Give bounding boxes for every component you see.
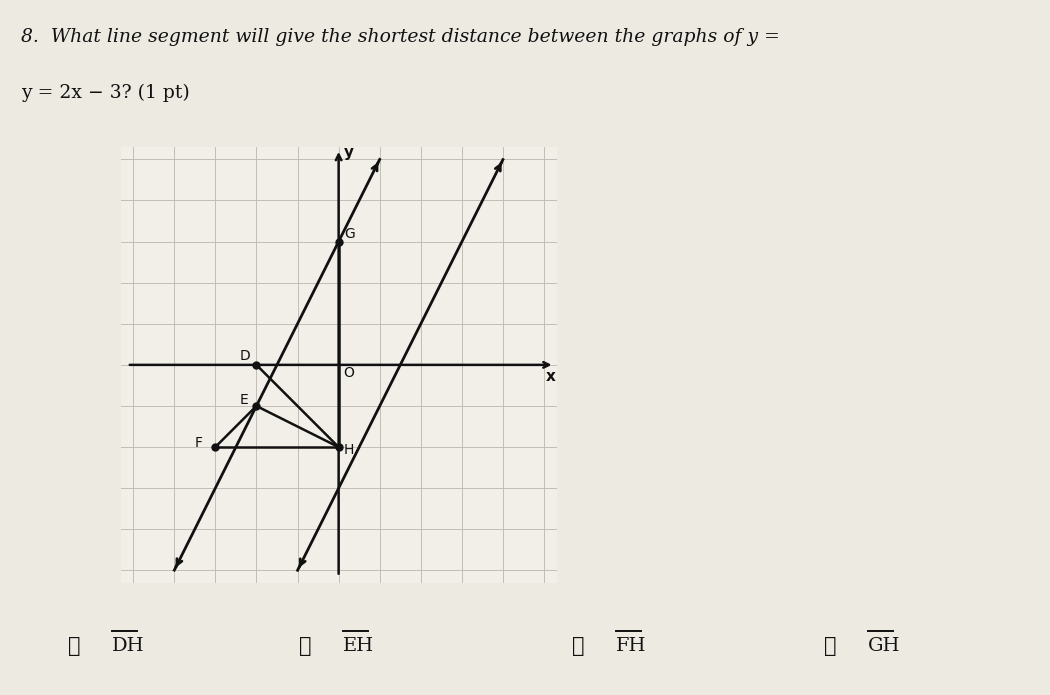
- Text: Ⓓ: Ⓓ: [824, 637, 837, 656]
- Text: DH: DH: [112, 637, 145, 655]
- Text: y = 2x − 3? (1 pt): y = 2x − 3? (1 pt): [21, 83, 190, 101]
- Text: FH: FH: [616, 637, 647, 655]
- Text: 8.  What line segment will give the shortest distance between the graphs of y =: 8. What line segment will give the short…: [21, 28, 780, 46]
- Text: Ⓑ: Ⓑ: [299, 637, 312, 656]
- Text: O: O: [343, 366, 355, 380]
- Text: x: x: [546, 369, 556, 384]
- Text: Ⓐ: Ⓐ: [68, 637, 81, 656]
- Text: H: H: [343, 443, 354, 457]
- Text: D: D: [239, 349, 250, 363]
- Text: EH: EH: [343, 637, 375, 655]
- Text: y: y: [343, 145, 354, 161]
- Text: G: G: [344, 227, 355, 241]
- Text: GH: GH: [868, 637, 901, 655]
- Text: F: F: [194, 436, 203, 450]
- Text: E: E: [239, 393, 248, 407]
- Text: Ⓒ: Ⓒ: [572, 637, 585, 656]
